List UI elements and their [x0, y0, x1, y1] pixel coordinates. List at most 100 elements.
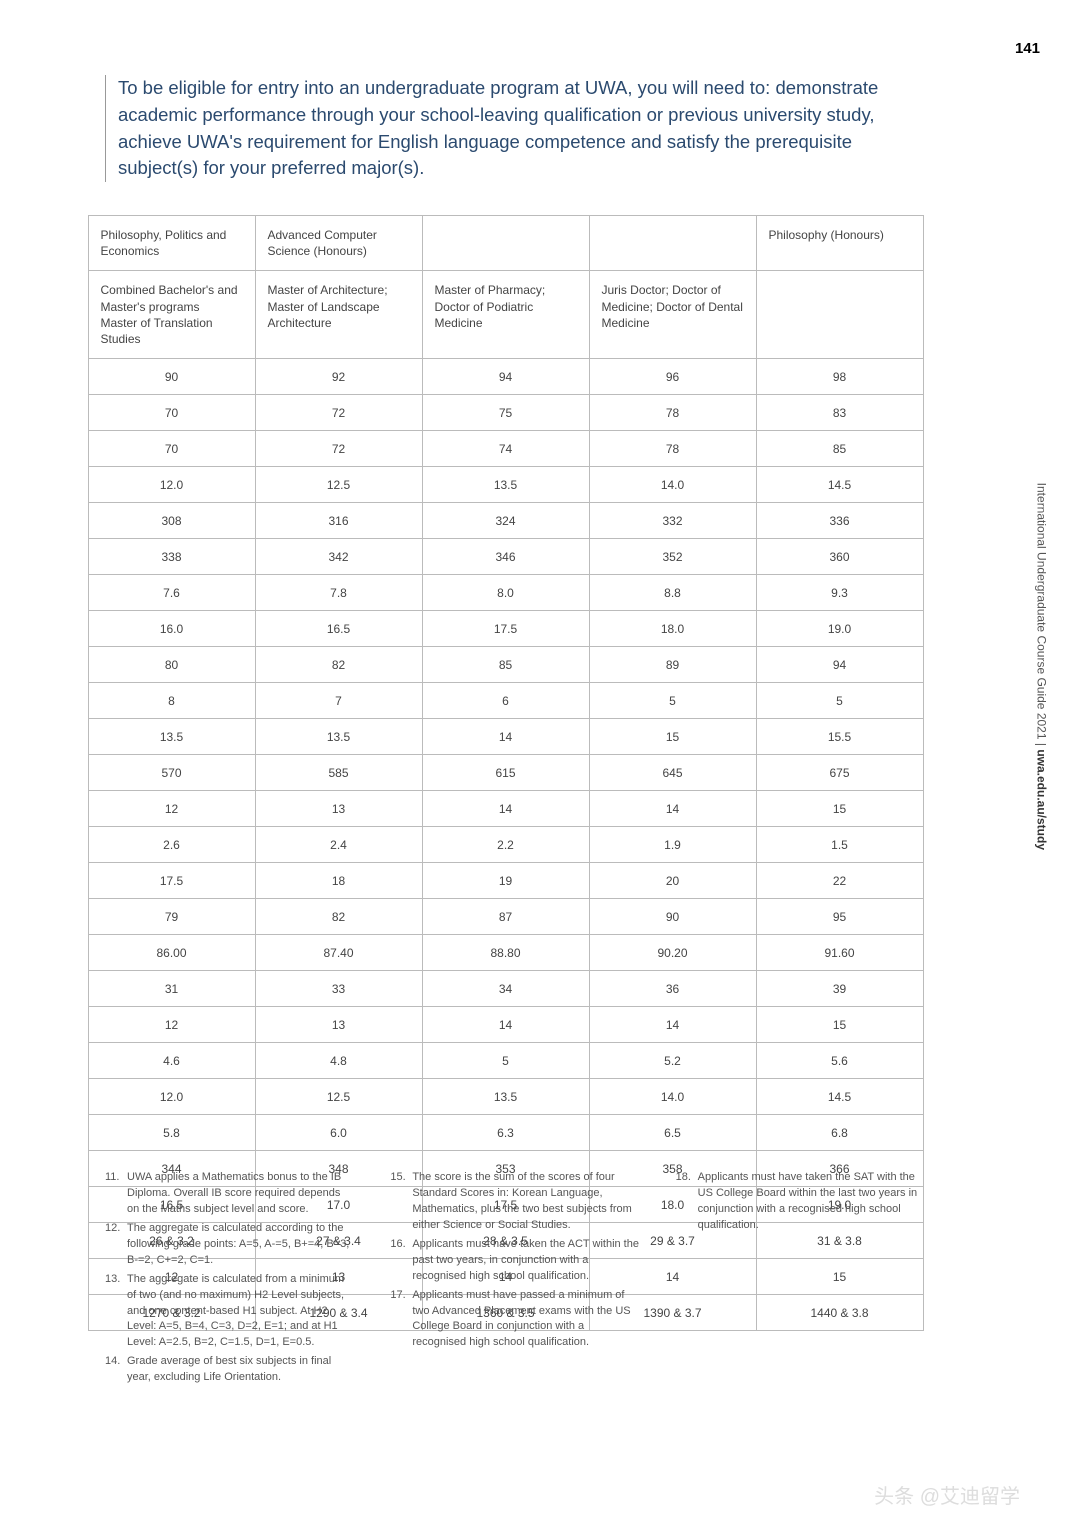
table-cell: 87 — [422, 899, 589, 935]
table-cell: 75 — [422, 395, 589, 431]
table-cell: 13.5 — [255, 719, 422, 755]
watermark: 头条 @艾迪留学 — [874, 1480, 1020, 1509]
table-cell: 2.6 — [88, 827, 255, 863]
table-cell: Master of Architecture; Master of Landsc… — [255, 271, 422, 359]
table-cell: 16.5 — [255, 611, 422, 647]
table-cell — [589, 216, 756, 271]
table-cell: 675 — [756, 755, 923, 791]
table-cell: 14 — [589, 1007, 756, 1043]
table-cell: 85 — [756, 431, 923, 467]
table-cell: 90 — [589, 899, 756, 935]
side-guide: International Undergraduate Course Guide… — [1034, 483, 1048, 740]
table-cell: 83 — [756, 395, 923, 431]
table-cell: 94 — [422, 359, 589, 395]
table-cell: 7.8 — [255, 575, 422, 611]
table-cell: 8 — [88, 683, 255, 719]
table-cell: Philosophy (Honours) — [756, 216, 923, 271]
table-cell: 346 — [422, 539, 589, 575]
table-cell: 15 — [756, 1007, 923, 1043]
table-cell: 5.6 — [756, 1043, 923, 1079]
table-cell: 19 — [422, 863, 589, 899]
table-cell: 1.5 — [756, 827, 923, 863]
table-cell: 14.5 — [756, 1079, 923, 1115]
table-cell: 645 — [589, 755, 756, 791]
table-cell: 22 — [756, 863, 923, 899]
side-url: uwa.edu.au/study — [1034, 749, 1048, 850]
table-cell: 90 — [88, 359, 255, 395]
table-cell: 78 — [589, 431, 756, 467]
table-cell: 13 — [255, 791, 422, 827]
table-cell: 12.0 — [88, 1079, 255, 1115]
table-cell: 5.2 — [589, 1043, 756, 1079]
table-cell: 8.8 — [589, 575, 756, 611]
table-cell: 85 — [422, 647, 589, 683]
table-cell: 360 — [756, 539, 923, 575]
table-cell: 338 — [88, 539, 255, 575]
table-cell: Philosophy, Politics and Economics — [88, 216, 255, 271]
table-cell: 34 — [422, 971, 589, 1007]
table-cell: 78 — [589, 395, 756, 431]
table-cell: 14 — [422, 1007, 589, 1043]
requirements-table: Philosophy, Politics and EconomicsAdvanc… — [0, 215, 922, 1331]
table-cell: 2.4 — [255, 827, 422, 863]
intro-block: To be eligible for entry into an undergr… — [105, 75, 905, 182]
table-cell: 31 — [88, 971, 255, 1007]
table-cell: 6.5 — [589, 1115, 756, 1151]
table-cell: 5 — [422, 1043, 589, 1079]
table-cell: 82 — [255, 899, 422, 935]
table-cell: 12.5 — [255, 467, 422, 503]
table-cell: 316 — [255, 503, 422, 539]
table-cell: 13.5 — [422, 1079, 589, 1115]
table-cell: 15 — [589, 719, 756, 755]
page-number: 141 — [1015, 40, 1040, 57]
table-cell: 308 — [88, 503, 255, 539]
table-cell: 570 — [88, 755, 255, 791]
table-cell: 19.0 — [756, 611, 923, 647]
table-cell: 5.8 — [88, 1115, 255, 1151]
table-cell: 12.5 — [255, 1079, 422, 1115]
table-cell: 33 — [255, 971, 422, 1007]
table-cell: Combined Bachelor's and Master's program… — [88, 271, 255, 359]
table-cell: 14 — [422, 719, 589, 755]
table-cell: 6 — [422, 683, 589, 719]
table-cell: 96 — [589, 359, 756, 395]
side-caption: International Undergraduate Course Guide… — [1034, 483, 1048, 850]
table-cell: 14.0 — [589, 1079, 756, 1115]
footnote: 12.The aggregate is calculated according… — [105, 1221, 354, 1269]
table-cell: 16.0 — [88, 611, 255, 647]
table-cell: 86.00 — [88, 935, 255, 971]
table-cell: 91.60 — [756, 935, 923, 971]
table-cell: 12 — [88, 1007, 255, 1043]
table-cell: Advanced Computer Science (Honours) — [255, 216, 422, 271]
table-cell: 13.5 — [422, 467, 589, 503]
table-cell: 80 — [88, 647, 255, 683]
table-cell: 324 — [422, 503, 589, 539]
table-cell: 74 — [422, 431, 589, 467]
table-cell — [756, 271, 923, 359]
table-cell: 6.8 — [756, 1115, 923, 1151]
table-cell: 88.80 — [422, 935, 589, 971]
table-cell: 17.5 — [422, 611, 589, 647]
table-cell: 79 — [88, 899, 255, 935]
table-cell: 615 — [422, 755, 589, 791]
footnote: 16.Applicants must have taken the ACT wi… — [390, 1237, 639, 1285]
table-cell: 342 — [255, 539, 422, 575]
table-cell: 8.0 — [422, 575, 589, 611]
intro-text: To be eligible for entry into an undergr… — [118, 75, 905, 182]
table-cell: 7.6 — [88, 575, 255, 611]
footnote: 18.Applicants must have taken the SAT wi… — [676, 1170, 925, 1234]
table-cell: 15.5 — [756, 719, 923, 755]
table-cell: 336 — [756, 503, 923, 539]
table-cell: 94 — [756, 647, 923, 683]
table-cell: 7 — [255, 683, 422, 719]
table-cell: 9.3 — [756, 575, 923, 611]
table-cell: 82 — [255, 647, 422, 683]
table-cell: 92 — [255, 359, 422, 395]
table-cell: 12.0 — [88, 467, 255, 503]
table-cell: 1.9 — [589, 827, 756, 863]
table-cell: 585 — [255, 755, 422, 791]
table-cell: 39 — [756, 971, 923, 1007]
table-cell: 2.2 — [422, 827, 589, 863]
table-cell: 14.5 — [756, 467, 923, 503]
footnote: 13.The aggregate is calculated from a mi… — [105, 1272, 354, 1352]
